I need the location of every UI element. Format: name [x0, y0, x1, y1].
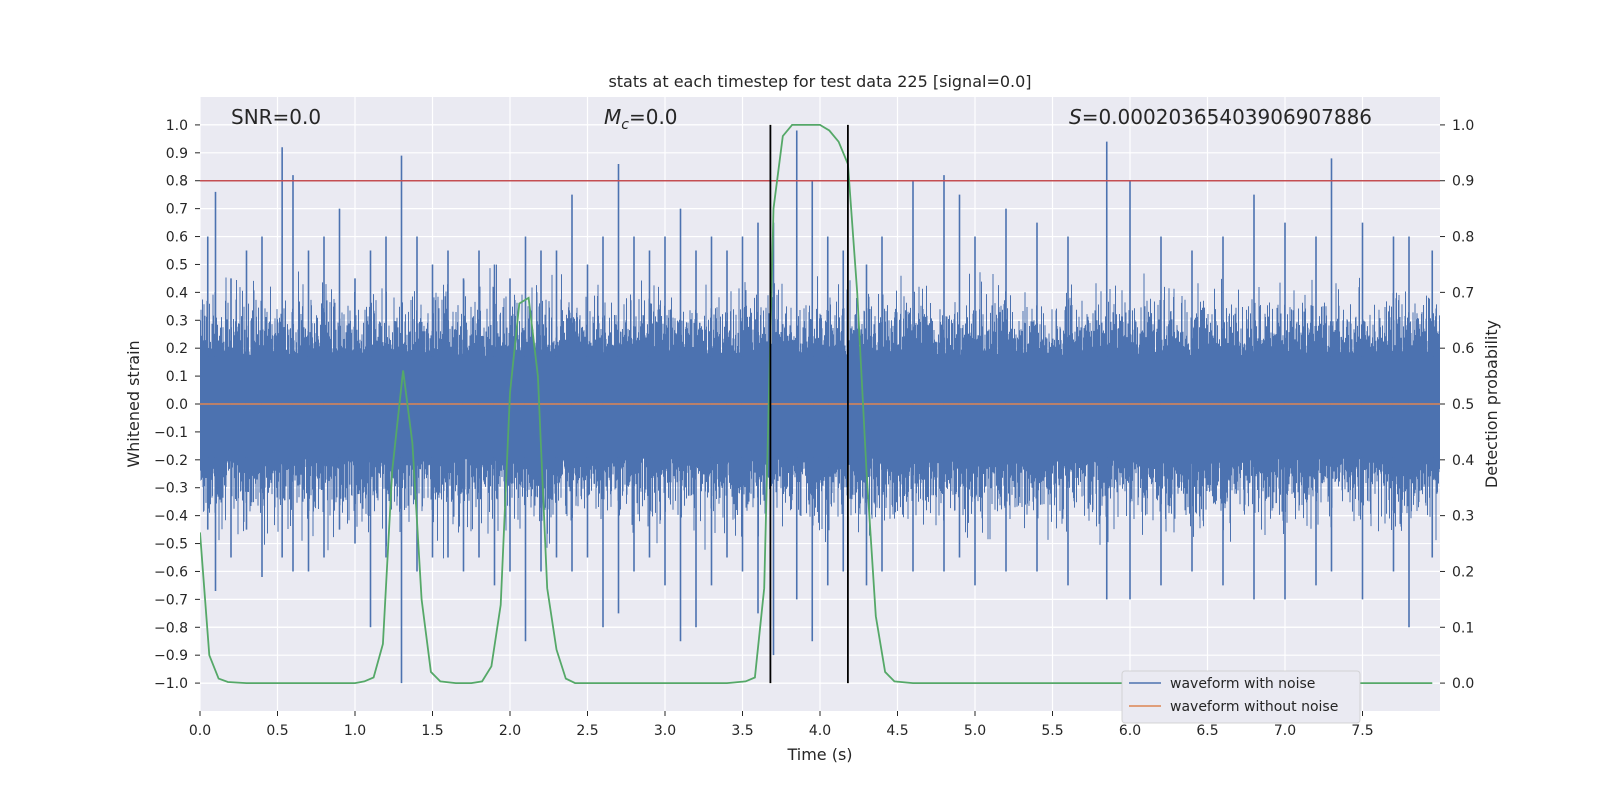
x-tick-label: 1.5	[421, 723, 443, 739]
y-tick-label-left: −0.9	[154, 648, 188, 664]
y-tick-label-right: 0.2	[1452, 564, 1474, 580]
y-tick-label-left: 0.3	[166, 313, 188, 329]
s-value: =0.00020365403906907886	[1082, 105, 1372, 129]
ticks: 0.0 0.5 1.0 1.5 2.0 2.5 3.0 3.5 4.0 4.5 5.0 5.5 6.0 6…	[154, 118, 1474, 739]
mc-subscript: c	[621, 117, 629, 133]
y-tick-label-left: −0.4	[154, 509, 188, 525]
y-tick-label-left: −1.0	[154, 676, 188, 692]
y-tick-label-left: −0.6	[154, 564, 188, 580]
x-tick-label: 0.0	[189, 723, 211, 739]
legend: waveform with noise waveform without noi…	[1121, 670, 1361, 724]
y-tick-label-left: −0.7	[154, 592, 188, 608]
y-tick-label-right: 0.5	[1452, 397, 1474, 413]
mc-annotation: Mc=0.0	[604, 105, 678, 133]
x-tick-label: 3.5	[731, 723, 753, 739]
y-tick-label-right: 0.7	[1452, 285, 1474, 301]
detection-probability-line	[200, 124, 1433, 684]
y-tick-label-left: 0.7	[166, 202, 188, 218]
x-axis-label: Time (s)	[786, 745, 852, 764]
legend-label-without-noise: waveform without noise	[1170, 699, 1338, 715]
y-tick-label-right: 1.0	[1452, 118, 1474, 134]
x-tick-label: 4.5	[886, 723, 908, 739]
legend-box	[1121, 670, 1361, 724]
y-tick-label-left: 0.8	[166, 174, 188, 190]
y-tick-label-right: 0.0	[1452, 676, 1474, 692]
y-tick-label-right: 0.4	[1452, 453, 1474, 469]
y-tick-label-right: 0.9	[1452, 174, 1474, 190]
y-tick-label-left: 0.5	[166, 257, 188, 273]
y-tick-label-right: 0.3	[1452, 509, 1474, 525]
y-tick-label-left: 1.0	[166, 118, 188, 134]
y-tick-label-left: −0.5	[154, 537, 188, 553]
mc-value: =0.0	[629, 105, 678, 129]
chart-title: stats at each timestep for test data 225…	[608, 72, 1031, 91]
y-tick-label-right: 0.8	[1452, 230, 1474, 246]
noise-band	[200, 356, 1440, 458]
x-tick-label: 4.0	[809, 723, 831, 739]
x-tick-label: 6.0	[1119, 723, 1141, 739]
y-tick-label-left: 0.4	[166, 285, 188, 301]
y-tick-label-left: −0.1	[154, 425, 188, 441]
y-tick-label-left: 0.2	[166, 341, 188, 357]
y-tick-label-right: 0.6	[1452, 341, 1474, 357]
x-tick-label: 2.5	[576, 723, 598, 739]
y-axis-label-right: Detection probability	[1482, 320, 1501, 488]
y-tick-label-left: 0.1	[166, 369, 188, 385]
plot-area	[200, 124, 1440, 684]
legend-label-with-noise: waveform with noise	[1170, 676, 1315, 692]
y-tick-label-left: −0.2	[154, 453, 188, 469]
y-tick-label-left: −0.3	[154, 481, 188, 497]
y-tick-label-right: 0.1	[1452, 620, 1474, 636]
y-tick-label-left: 0.0	[166, 397, 188, 413]
x-tick-label: 0.5	[266, 723, 288, 739]
snr-annotation: SNR=0.0	[231, 105, 321, 129]
x-tick-label: 6.5	[1196, 723, 1218, 739]
x-tick-label: 7.0	[1274, 723, 1296, 739]
x-tick-label: 5.5	[1041, 723, 1063, 739]
x-tick-label: 2.0	[499, 723, 521, 739]
x-tick-label: 5.0	[964, 723, 986, 739]
y-tick-label-left: 0.9	[166, 146, 188, 162]
x-tick-label: 1.0	[344, 723, 366, 739]
y-tick-label-left: −0.8	[154, 620, 188, 636]
s-symbol: S	[1069, 105, 1082, 129]
y-tick-label-left: 0.6	[166, 230, 188, 246]
x-tick-label: 3.0	[654, 723, 676, 739]
mc-symbol: M	[604, 105, 621, 129]
y-axis-label-left: Whitened strain	[124, 340, 143, 467]
x-tick-label: 7.5	[1351, 723, 1373, 739]
s-annotation: S=0.00020365403906907886	[1069, 105, 1372, 129]
